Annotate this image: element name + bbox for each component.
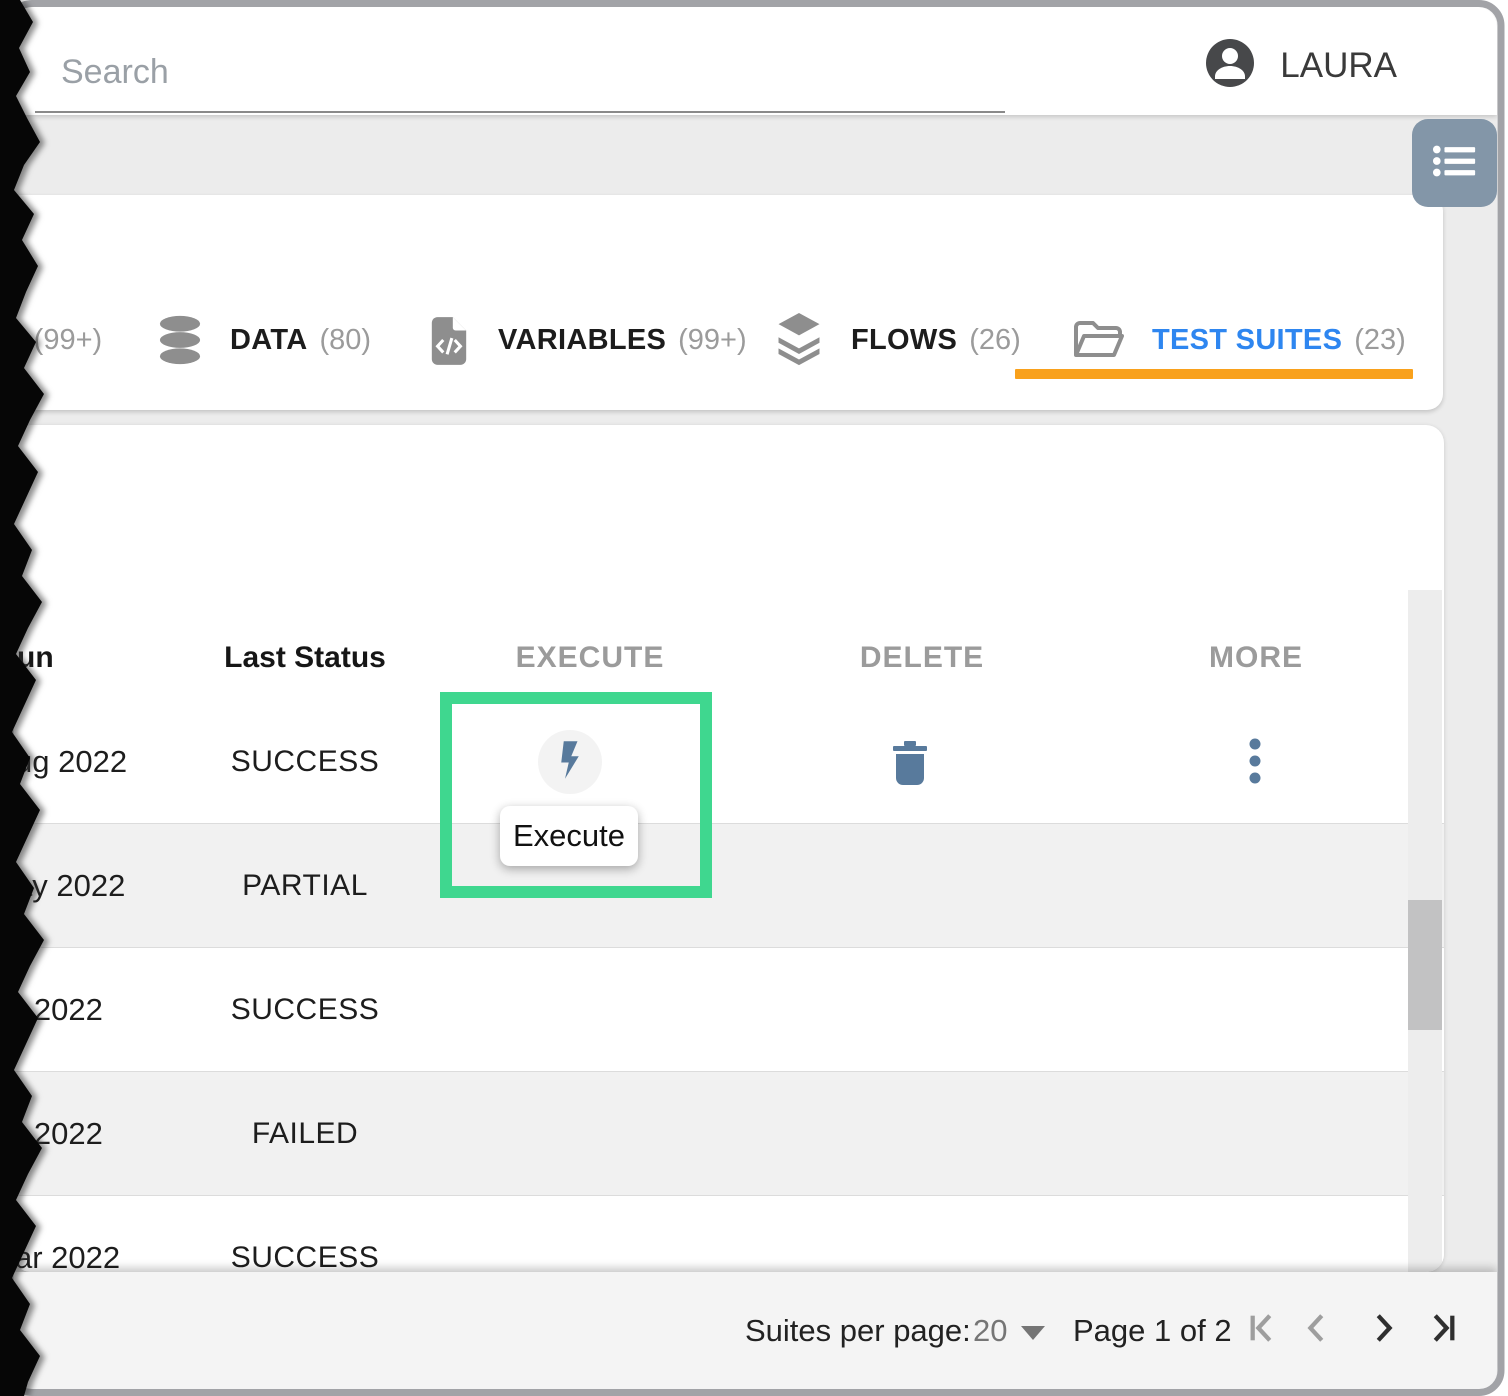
last-run-cell: ug 2022 [15, 743, 128, 779]
table-scrollbar-thumb[interactable] [1408, 900, 1442, 1030]
header-more: MORE [1209, 640, 1303, 674]
code-file-icon [428, 315, 470, 365]
last-page-button[interactable] [1420, 1310, 1460, 1350]
last-status-cell: SUCCESS [230, 744, 380, 778]
tab-count: (23) [1354, 323, 1406, 356]
per-page-label: Suites per page: [745, 1312, 971, 1348]
tab-variables[interactable]: VARIABLES (99+) [428, 308, 747, 372]
execute-button[interactable] [538, 730, 602, 794]
list-view-button[interactable] [1412, 119, 1497, 207]
tab-label: TEST SUITES [1152, 323, 1343, 356]
test-suites-table: un Last Status EXECUTE DELETE MORE ug 20… [13, 425, 1444, 1272]
first-page-icon [1247, 1310, 1283, 1351]
user-name: LAURA [1280, 45, 1397, 85]
delete-button[interactable] [890, 741, 930, 785]
database-icon [158, 315, 202, 365]
folder-open-icon [1072, 319, 1124, 361]
pagination-bar: Suites per page: 20 Page 1 of 2 [13, 1272, 1497, 1389]
last-run-cell: r 2022 [15, 1115, 103, 1151]
tab-count: (80) [319, 323, 372, 356]
last-status-cell: PARTIAL [242, 868, 368, 902]
tab-label: DATA [230, 323, 308, 356]
tab-cut-off[interactable]: S (99+) [2, 308, 102, 372]
tab-count: (26) [969, 323, 1021, 356]
last-status-cell: FAILED [251, 1116, 359, 1150]
header-execute: EXECUTE [515, 640, 665, 674]
per-page-value[interactable]: 20 [973, 1312, 1008, 1348]
tab-count: (99+) [33, 323, 103, 356]
table-row[interactable]: r 2022 FAILED [13, 1072, 1444, 1196]
tab-data[interactable]: DATA (80) [158, 308, 371, 372]
table-row[interactable]: ug 2022 SUCCESS [13, 700, 1444, 824]
first-page-button[interactable] [1245, 1310, 1285, 1350]
next-page-button[interactable] [1363, 1310, 1403, 1350]
previous-page-button[interactable] [1297, 1310, 1337, 1350]
table-scrollbar-track[interactable] [1408, 590, 1442, 1272]
tab-count: (99+) [678, 323, 747, 356]
last-run-cell: ar 2022 [15, 1239, 121, 1273]
search-input[interactable] [35, 33, 1005, 113]
tab-label: VARIABLES [498, 323, 667, 356]
last-run-cell: r 2022 [15, 991, 103, 1027]
header-delete: DELETE [859, 640, 985, 674]
table-header-row: un Last Status EXECUTE DELETE MORE [13, 615, 1444, 701]
user-menu[interactable]: LAURA [1206, 39, 1397, 92]
more-button[interactable] [1245, 737, 1265, 787]
execute-tooltip: Execute [500, 806, 638, 866]
last-run-cell: ay 2022 [15, 867, 126, 903]
tab-label: FLOWS [851, 323, 958, 356]
execute-icon [555, 740, 585, 785]
user-avatar-icon [1206, 39, 1255, 92]
top-bar: LAURA [13, 7, 1497, 115]
prev-page-icon [1299, 1310, 1335, 1351]
more-icon [1245, 738, 1265, 791]
list-icon [1432, 143, 1478, 184]
last-page-icon [1422, 1310, 1458, 1351]
tab-flows[interactable]: FLOWS (26) [775, 308, 1021, 372]
last-status-cell: SUCCESS [230, 992, 380, 1026]
tab-test-suites[interactable]: TEST SUITES (23) [1072, 308, 1406, 372]
tab-label: S [2, 323, 22, 356]
layers-icon [775, 313, 823, 367]
active-tab-underline [1015, 369, 1413, 379]
delete-icon [890, 741, 930, 789]
per-page-caret-icon[interactable] [1021, 1326, 1045, 1340]
header-last-status: Last Status [224, 640, 386, 674]
table-row[interactable]: ay 2022 PARTIAL [13, 824, 1444, 948]
next-page-icon [1365, 1310, 1401, 1351]
header-last-run: un [17, 640, 54, 674]
table-row[interactable]: ar 2022 SUCCESS [13, 1196, 1444, 1272]
table-row[interactable]: r 2022 SUCCESS [13, 948, 1444, 1072]
page-info: Page 1 of 2 [1073, 1312, 1232, 1348]
last-status-cell: SUCCESS [230, 1240, 380, 1273]
table-body: ug 2022 SUCCESS [13, 700, 1444, 1272]
